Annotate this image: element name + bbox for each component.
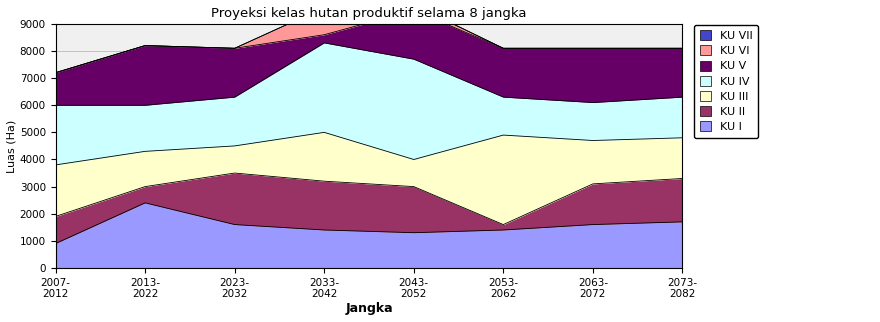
Y-axis label: Luas (Ha): Luas (Ha) xyxy=(7,119,17,173)
X-axis label: Jangka: Jangka xyxy=(345,302,392,315)
Title: Proyeksi kelas hutan produktif selama 8 jangka: Proyeksi kelas hutan produktif selama 8 … xyxy=(211,7,527,20)
Legend: KU VII, KU VI, KU V, KU IV, KU III, KU II, KU I: KU VII, KU VI, KU V, KU IV, KU III, KU I… xyxy=(694,24,758,138)
